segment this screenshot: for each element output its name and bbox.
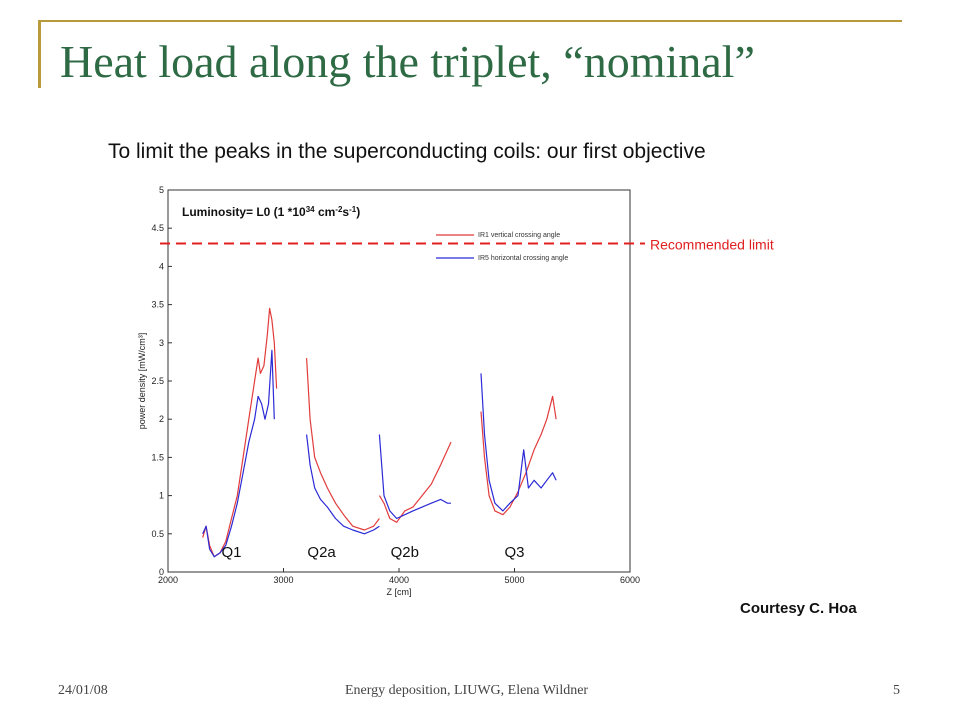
x-tick-label: 4000 xyxy=(389,575,409,585)
series-line-ir5 xyxy=(480,373,557,512)
y-tick-label: 1 xyxy=(159,491,164,501)
footer-date: 24/01/08 xyxy=(58,683,108,698)
series-line-ir5 xyxy=(202,349,275,558)
courtesy-note: Courtesy C. Hoa xyxy=(740,600,857,617)
y-tick-label: 1.5 xyxy=(151,452,164,462)
footer-page-number: 5 xyxy=(893,683,900,698)
plot-area xyxy=(167,189,631,573)
y-tick-label: 0 xyxy=(159,567,164,577)
x-tick-label: 3000 xyxy=(273,575,293,585)
y-tick-label: 2.5 xyxy=(151,376,164,386)
x-tick-label: 2000 xyxy=(158,575,178,585)
series-line-ir5 xyxy=(306,434,380,535)
accent-bar-horizontal xyxy=(38,20,902,22)
recommended-limit-label: Recommended limit xyxy=(650,236,774,252)
series-line-ir1 xyxy=(378,441,452,523)
y-tick-label: 0.5 xyxy=(151,529,164,539)
y-tick-label: 5 xyxy=(159,185,164,195)
region-label-q1: Q1 xyxy=(222,544,242,561)
legend-label-ir1: IR1 vertical crossing angle xyxy=(478,232,560,239)
slide-title: Heat load along the triplet, “nominal” xyxy=(60,36,755,87)
series-line-ir5 xyxy=(378,434,451,520)
legend-label-ir5: IR5 horizontal crossing angle xyxy=(478,255,568,262)
x-tick-label: 5000 xyxy=(504,575,524,585)
y-tick-label: 4 xyxy=(159,261,164,271)
region-label-q3: Q3 xyxy=(504,544,524,561)
region-label-q2a: Q2a xyxy=(307,544,336,561)
legend: IR1 vertical crossing angle IR5 horizont… xyxy=(436,232,568,262)
footer-presenter: Energy deposition, LIUWG, Elena Wildner xyxy=(345,683,589,698)
slide-subtitle: To limit the peaks in the superconductin… xyxy=(108,140,706,163)
region-label-q2b: Q2b xyxy=(391,544,419,561)
accent-bar-vertical xyxy=(38,20,41,88)
luminosity-label: Luminosity= L0 (1 *1034 cm-2s-1) xyxy=(182,205,360,220)
series-line-ir1 xyxy=(306,358,380,531)
y-tick-label: 3 xyxy=(159,338,164,348)
x-axis-label: Z [cm] xyxy=(387,587,412,597)
y-tick-label: 3.5 xyxy=(151,300,164,310)
y-tick-label: 4.5 xyxy=(151,223,164,233)
y-axis-label: power density [mW/cm³] xyxy=(137,333,147,430)
y-tick-label: 2 xyxy=(159,414,164,424)
x-tick-label: 6000 xyxy=(620,575,640,585)
